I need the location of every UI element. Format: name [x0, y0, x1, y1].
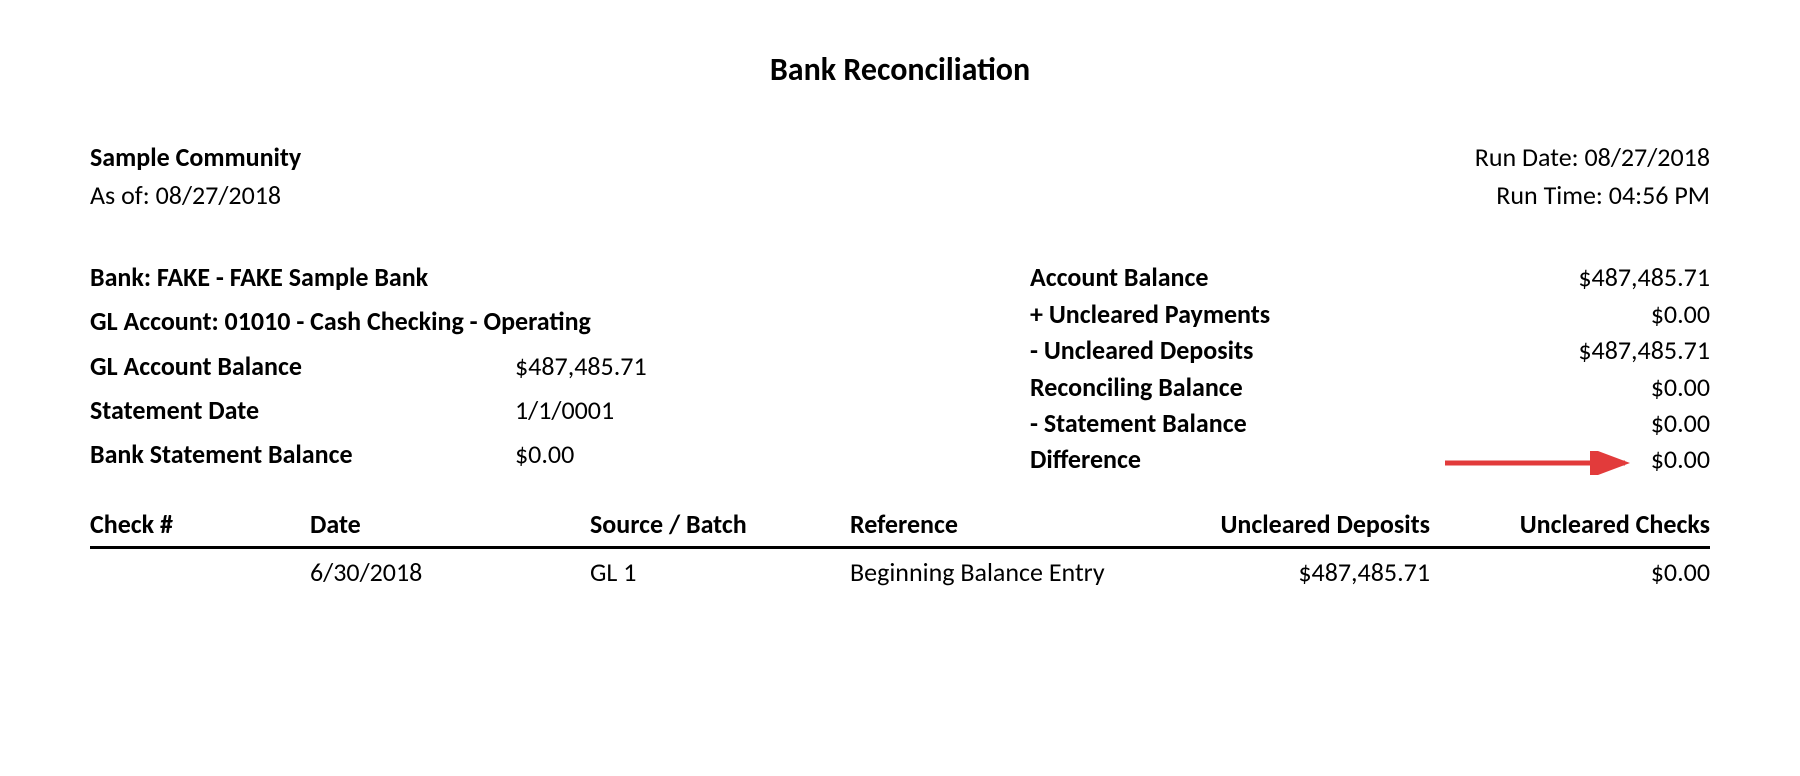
- uncleared-deposits-value: $487,485.71: [1390, 332, 1710, 368]
- as-of-date: 08/27/2018: [156, 179, 282, 211]
- bank-label: Bank:: [90, 261, 151, 293]
- as-of-line: As of: 08/27/2018: [90, 177, 301, 215]
- td-date: 6/30/2018: [310, 555, 590, 590]
- th-source-batch: Source / Batch: [590, 508, 850, 540]
- statement-balance-label: - Statement Balance: [1030, 405, 1390, 441]
- td-uncleared-deposits: $487,485.71: [1170, 555, 1430, 590]
- run-date-label: Run Date:: [1475, 141, 1579, 173]
- th-check-no: Check #: [90, 508, 310, 540]
- th-reference: Reference: [850, 508, 1170, 540]
- gl-account-value: 01010 - Cash Checking - Operating: [225, 305, 591, 337]
- th-uncleared-deposits: Uncleared Deposits: [1170, 508, 1430, 540]
- run-time-value: 04:56 PM: [1609, 179, 1710, 211]
- gl-account-label: GL Account:: [90, 305, 219, 337]
- summary-left: Bank: FAKE - FAKE Sample Bank GL Account…: [90, 259, 647, 477]
- arrow-icon: [1440, 451, 1640, 475]
- statement-date-label: Statement Date: [90, 392, 515, 434]
- report-header: Sample Community As of: 08/27/2018 Run D…: [90, 139, 1710, 214]
- statement-date-value: 1/1/0001: [515, 392, 647, 434]
- reconciling-balance-label: Reconciling Balance: [1030, 369, 1390, 405]
- run-time-line: Run Time: 04:56 PM: [1475, 177, 1710, 215]
- report-title: Bank Reconciliation: [90, 50, 1710, 89]
- table-header-row: Check # Date Source / Batch Reference Un…: [90, 508, 1710, 549]
- summary-right: Account Balance + Uncleared Payments - U…: [1030, 259, 1710, 477]
- community-name: Sample Community: [90, 139, 301, 177]
- account-balance-value: $487,485.71: [1390, 259, 1710, 295]
- summary-right-values: $487,485.71 $0.00 $487,485.71 $0.00 $0.0…: [1390, 259, 1710, 477]
- header-left: Sample Community As of: 08/27/2018: [90, 139, 301, 214]
- th-date: Date: [310, 508, 590, 540]
- td-check-no: [90, 555, 310, 590]
- difference-label: Difference: [1030, 441, 1390, 477]
- uncleared-payments-value: $0.00: [1390, 296, 1710, 332]
- gl-account-line: GL Account: 01010 - Cash Checking - Oper…: [90, 303, 647, 345]
- td-source-batch: GL 1: [590, 555, 850, 590]
- run-date-line: Run Date: 08/27/2018: [1475, 139, 1710, 177]
- table-row: 6/30/2018 GL 1 Beginning Balance Entry $…: [90, 549, 1710, 590]
- gl-balance-label: GL Account Balance: [90, 348, 515, 390]
- statement-balance-value: $0.00: [1390, 405, 1710, 441]
- run-time-label: Run Time:: [1496, 179, 1603, 211]
- th-uncleared-checks: Uncleared Checks: [1430, 508, 1710, 540]
- reconciling-balance-value: $0.00: [1390, 369, 1710, 405]
- summary-section: Bank: FAKE - FAKE Sample Bank GL Account…: [90, 259, 1710, 477]
- run-date-value: 08/27/2018: [1584, 141, 1710, 173]
- summary-right-labels: Account Balance + Uncleared Payments - U…: [1030, 259, 1390, 477]
- bank-value: FAKE - FAKE Sample Bank: [157, 261, 428, 293]
- bank-stmt-balance-value: $0.00: [515, 436, 647, 478]
- account-balance-label: Account Balance: [1030, 259, 1390, 295]
- gl-balance-value: $487,485.71: [515, 348, 647, 390]
- header-right: Run Date: 08/27/2018 Run Time: 04:56 PM: [1475, 139, 1710, 214]
- as-of-label: As of:: [90, 179, 150, 211]
- uncleared-deposits-label: - Uncleared Deposits: [1030, 332, 1390, 368]
- td-uncleared-checks: $0.00: [1430, 555, 1710, 590]
- bank-stmt-balance-label: Bank Statement Balance: [90, 436, 515, 478]
- uncleared-payments-label: + Uncleared Payments: [1030, 296, 1390, 332]
- bank-line: Bank: FAKE - FAKE Sample Bank: [90, 259, 647, 301]
- td-reference: Beginning Balance Entry: [850, 555, 1170, 590]
